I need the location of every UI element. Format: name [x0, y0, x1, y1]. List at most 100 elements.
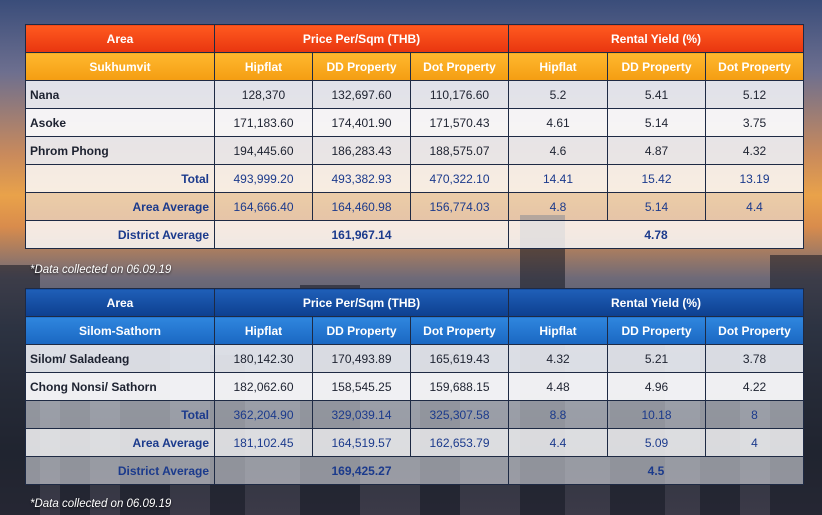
cell: 493,382.93	[312, 164, 411, 193]
cell: 132,697.60	[312, 80, 411, 109]
area-average-label: Area Average	[25, 192, 215, 221]
district-average-label: District Average	[25, 456, 215, 485]
cell: 4.96	[607, 372, 706, 401]
area-average-label: Area Average	[25, 428, 215, 457]
cell: 5.14	[607, 192, 706, 221]
silom-sathorn-table: Area Price Per/Sqm (THB) Rental Yield (%…	[25, 288, 805, 485]
cell: 3.75	[704, 108, 805, 137]
cell: 171,570.43	[410, 108, 509, 137]
cell: 362,204.90	[214, 400, 313, 429]
cell: 4.32	[508, 344, 608, 373]
col-header: Hipflat	[214, 316, 313, 345]
sukhumvit-table: Area Price Per/Sqm (THB) Rental Yield (%…	[25, 24, 805, 249]
cell: 188,575.07	[410, 136, 509, 165]
district-average-yield: 4.78	[507, 220, 805, 249]
cell: 493,999.20	[214, 164, 313, 193]
col-header: Dot Property	[410, 316, 509, 345]
cell: 170,493.89	[312, 344, 411, 373]
subheader-row: Sukhumvit Hipflat DD Property Dot Proper…	[25, 52, 805, 81]
cell: 5.21	[607, 344, 706, 373]
table-row: Silom/ Saladeang 180,142.30 170,493.89 1…	[25, 344, 805, 373]
col-header: Dot Property	[704, 316, 805, 345]
table-row: Chong Nonsi/ Sathorn 182,062.60 158,545.…	[25, 372, 805, 401]
cell: 10.18	[607, 400, 706, 429]
district-header: Silom-Sathorn	[25, 316, 215, 345]
cell: 4.32	[704, 136, 805, 165]
cell: 186,283.43	[312, 136, 411, 165]
col-header: DD Property	[312, 316, 411, 345]
yield-group-header: Rental Yield (%)	[507, 24, 805, 53]
cell: 4.48	[508, 372, 608, 401]
cell: 8	[704, 400, 805, 429]
cell: 164,519.57	[312, 428, 411, 457]
cell: 329,039.14	[312, 400, 411, 429]
price-group-header: Price Per/Sqm (THB)	[214, 24, 509, 53]
cell: 159,688.15	[410, 372, 509, 401]
price-group-header: Price Per/Sqm (THB)	[214, 288, 509, 317]
cell: 4.8	[508, 192, 608, 221]
cell: 3.78	[704, 344, 805, 373]
area-average-row: Area Average 181,102.45 164,519.57 162,6…	[25, 428, 805, 457]
header-row: Area Price Per/Sqm (THB) Rental Yield (%…	[25, 288, 805, 317]
cell: 5.09	[607, 428, 706, 457]
cell: 470,322.10	[410, 164, 509, 193]
area-header: Area	[25, 288, 215, 317]
col-header: Dot Property	[410, 52, 509, 81]
cell: 4.87	[607, 136, 706, 165]
district-average-row: District Average 169,425.27 4.5	[25, 456, 805, 485]
total-row: Total 362,204.90 329,039.14 325,307.58 8…	[25, 400, 805, 429]
data-collected-note: *Data collected on 06.09.19	[30, 264, 172, 276]
cell: 5.14	[607, 108, 706, 137]
total-label: Total	[25, 400, 215, 429]
cell: 164,460.98	[312, 192, 411, 221]
col-header: Hipflat	[508, 316, 608, 345]
cell: 182,062.60	[214, 372, 313, 401]
total-label: Total	[25, 164, 215, 193]
cell: 4.22	[704, 372, 805, 401]
col-header: Hipflat	[214, 52, 313, 81]
cell: 5.41	[607, 80, 706, 109]
cell: 156,774.03	[410, 192, 509, 221]
col-header: DD Property	[607, 52, 706, 81]
col-header: DD Property	[607, 316, 706, 345]
district-average-price: 161,967.14	[214, 220, 509, 249]
cell: 165,619.43	[410, 344, 509, 373]
col-header: Dot Property	[704, 52, 805, 81]
table-row: Nana 128,370 132,697.60 110,176.60 5.2 5…	[25, 80, 805, 109]
area-name: Asoke	[25, 108, 215, 137]
cell: 158,545.25	[312, 372, 411, 401]
cell: 8.8	[508, 400, 608, 429]
cell: 13.19	[704, 164, 805, 193]
cell: 4.4	[704, 192, 805, 221]
cell: 5.12	[704, 80, 805, 109]
cell: 14.41	[508, 164, 608, 193]
data-collected-note: *Data collected on 06.09.19	[30, 498, 172, 510]
header-row: Area Price Per/Sqm (THB) Rental Yield (%…	[25, 24, 805, 53]
subheader-row: Silom-Sathorn Hipflat DD Property Dot Pr…	[25, 316, 805, 345]
cell: 325,307.58	[410, 400, 509, 429]
district-average-row: District Average 161,967.14 4.78	[25, 220, 805, 249]
cell: 15.42	[607, 164, 706, 193]
area-name: Phrom Phong	[25, 136, 215, 165]
yield-group-header: Rental Yield (%)	[507, 288, 805, 317]
cell: 164,666.40	[214, 192, 313, 221]
col-header: DD Property	[312, 52, 411, 81]
area-name: Nana	[25, 80, 215, 109]
cell: 5.2	[508, 80, 608, 109]
table-row: Asoke 171,183.60 174,401.90 171,570.43 4…	[25, 108, 805, 137]
total-row: Total 493,999.20 493,382.93 470,322.10 1…	[25, 164, 805, 193]
col-header: Hipflat	[508, 52, 608, 81]
cell: 194,445.60	[214, 136, 313, 165]
cell: 162,653.79	[410, 428, 509, 457]
cell: 171,183.60	[214, 108, 313, 137]
area-header: Area	[25, 24, 215, 53]
cell: 174,401.90	[312, 108, 411, 137]
district-average-price: 169,425.27	[214, 456, 509, 485]
district-average-yield: 4.5	[507, 456, 805, 485]
cell: 4.6	[508, 136, 608, 165]
cell: 4.61	[508, 108, 608, 137]
cell: 110,176.60	[410, 80, 509, 109]
district-average-label: District Average	[25, 220, 215, 249]
cell: 128,370	[214, 80, 313, 109]
cell: 4	[704, 428, 805, 457]
